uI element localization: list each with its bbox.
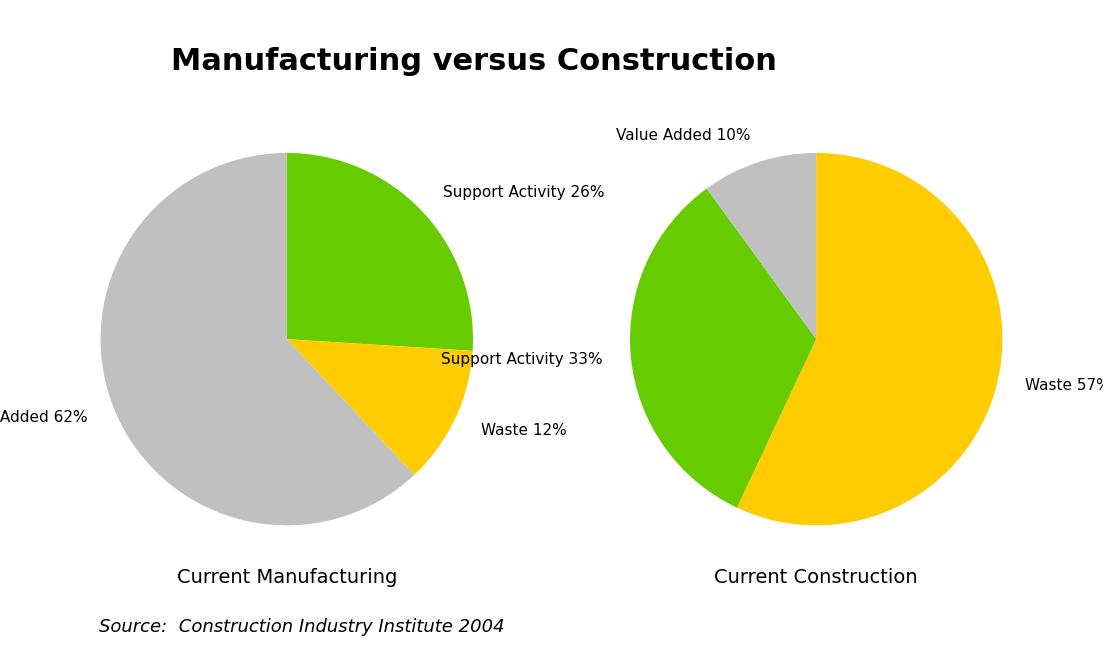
Text: Source:  Construction Industry Institute 2004: Source: Construction Industry Institute … [99, 618, 505, 636]
Wedge shape [100, 153, 415, 525]
Text: Current Manufacturing: Current Manufacturing [176, 568, 397, 587]
Wedge shape [707, 153, 816, 339]
Wedge shape [287, 339, 472, 475]
Text: Value Added 62%: Value Added 62% [0, 410, 87, 426]
Wedge shape [287, 153, 473, 351]
Text: Value Added 10%: Value Added 10% [615, 128, 750, 143]
Text: Current Construction: Current Construction [715, 568, 918, 587]
Wedge shape [630, 188, 816, 507]
Text: Manufacturing versus Construction: Manufacturing versus Construction [171, 47, 778, 76]
Text: Support Activity 33%: Support Activity 33% [441, 352, 603, 367]
Text: Support Activity 26%: Support Activity 26% [443, 185, 604, 200]
Wedge shape [737, 153, 1003, 525]
Text: Waste 57%: Waste 57% [1025, 378, 1103, 394]
Text: Waste 12%: Waste 12% [481, 423, 566, 438]
